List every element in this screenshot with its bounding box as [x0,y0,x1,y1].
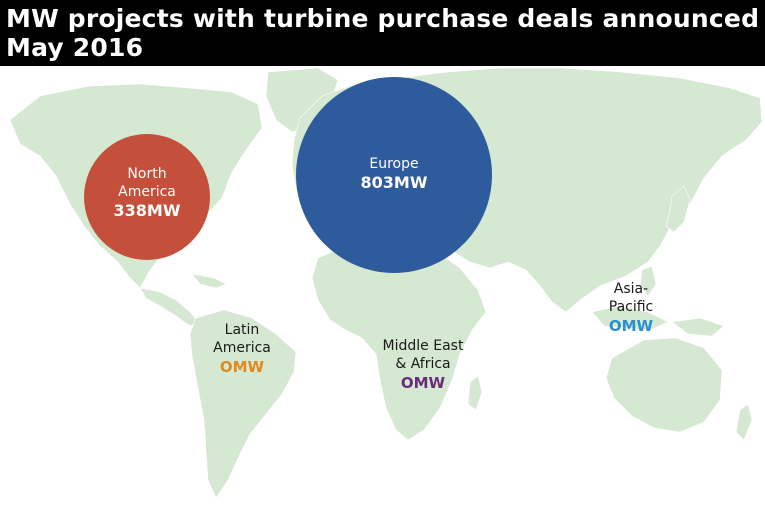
middle-east-africa-value: OMW [400,374,446,392]
north-america-bubble [84,134,210,260]
north-america-label: North America 338MW [97,165,197,221]
north-america-name-line2: America [118,184,176,200]
latin-america-name-line2: America [213,340,271,356]
latin-america-value: OMW [219,358,265,376]
world-map [9,67,763,499]
asia-pacific-value: OMW [608,317,654,335]
new-zealand-landmass [735,403,753,441]
title-line-2: May 2016 [6,33,144,62]
latin-america-label: Latin America OMW [192,321,292,377]
europe-bubble [296,77,492,273]
middle-east-africa-name-line2: & Africa [395,356,451,372]
central-america-landmass [139,287,199,327]
asia-pacific-name-line1: Asia- [613,281,649,297]
north-america-value: 338MW [113,201,181,220]
asia-pacific-label: Asia- Pacific OMW [586,280,676,336]
europe-label: Europe 803MW [334,155,454,193]
title-bar: MW projects with turbine purchase deals … [0,0,765,66]
middle-east-africa-name-line1: Middle East [382,338,464,354]
madagascar-landmass [467,375,483,411]
north-america-name-line1: North [127,166,167,182]
japan-landmass [665,185,691,233]
middle-east-africa-label: Middle East & Africa OMW [363,337,483,393]
asia-pacific-name-line2: Pacific [608,299,654,315]
southeast-asia-landmass [591,305,669,331]
europe-value: 803MW [360,173,428,192]
caribbean-landmass [191,273,227,289]
new-guinea-landmass [671,317,725,337]
europe-name: Europe [369,156,419,172]
title-line-1: MW projects with turbine purchase deals … [6,4,760,33]
philippines-landmass [639,265,657,297]
latin-america-name-line1: Latin [224,322,260,338]
australia-landmass [605,337,723,433]
south-america-landmass [189,309,297,499]
